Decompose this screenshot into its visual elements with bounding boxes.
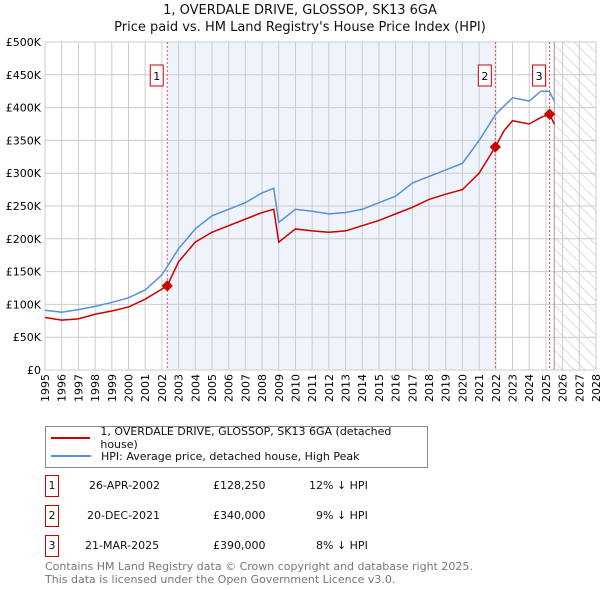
sale-price: £128,250 bbox=[213, 479, 266, 492]
table-row: 3 21-MAR-2025 £390,000 8% ↓ HPI bbox=[45, 535, 445, 557]
x-tick-label: 2022 bbox=[490, 374, 503, 402]
sale-marker-label: 2 bbox=[481, 70, 488, 83]
x-tick-label: 2015 bbox=[373, 374, 386, 402]
legend-label-property: 1, OVERDALE DRIVE, GLOSSOP, SK13 6GA (de… bbox=[100, 425, 392, 451]
x-tick-label: 2019 bbox=[440, 374, 453, 402]
x-tick-label: 2002 bbox=[156, 374, 169, 402]
x-tick-label: 2018 bbox=[423, 374, 436, 402]
x-tick-label: 2021 bbox=[473, 374, 486, 402]
chart-title: 1, OVERDALE DRIVE, GLOSSOP, SK13 6GA bbox=[163, 3, 437, 18]
x-tick-label: 2001 bbox=[139, 374, 152, 402]
x-tick-label: 1995 bbox=[39, 374, 52, 402]
legend-swatch-property bbox=[51, 437, 91, 439]
sale-marker-box bbox=[149, 64, 164, 87]
sale-marker-box bbox=[477, 64, 492, 87]
x-tick-label: 2014 bbox=[356, 374, 369, 402]
hpi-diff: 9% ↓ HPI bbox=[316, 509, 368, 522]
x-tick-label: 1998 bbox=[89, 374, 102, 402]
y-tick-label: £250K bbox=[6, 200, 42, 213]
sale-price: £340,000 bbox=[213, 509, 266, 522]
hpi-diff: 8% ↓ HPI bbox=[316, 539, 368, 552]
x-tick-label: 2008 bbox=[256, 374, 269, 402]
footer-licence: This data is licensed under the Open Gov… bbox=[45, 573, 396, 586]
sale-point bbox=[489, 141, 501, 153]
sale-marker-label: 1 bbox=[153, 70, 160, 83]
hpi-diff: 12% ↓ HPI bbox=[309, 479, 368, 492]
table-row: 2 20-DEC-2021 £340,000 9% ↓ HPI bbox=[45, 505, 445, 527]
marker-label: 1 bbox=[45, 475, 59, 497]
x-tick-label: 2000 bbox=[122, 374, 135, 402]
footer-copyright: Contains HM Land Registry data © Crown c… bbox=[45, 560, 473, 573]
x-tick-label: 2005 bbox=[206, 374, 219, 402]
sale-marker-label: 3 bbox=[536, 70, 543, 83]
x-tick-label: 2009 bbox=[273, 374, 286, 402]
x-tick-label: 2012 bbox=[323, 374, 336, 402]
sale-date: 20-DEC-2021 bbox=[87, 509, 161, 522]
sale-marker-box bbox=[532, 64, 547, 87]
series-line-property bbox=[44, 113, 555, 321]
y-tick-label: £500K bbox=[6, 36, 42, 49]
x-tick-label: 2011 bbox=[306, 374, 319, 402]
legend: 1, OVERDALE DRIVE, GLOSSOP, SK13 6GA (de… bbox=[45, 425, 428, 468]
sale-date: 21-MAR-2025 bbox=[85, 539, 160, 552]
x-tick-label: 2003 bbox=[173, 374, 186, 402]
x-tick-label: 2027 bbox=[573, 374, 586, 402]
y-tick-label: £450K bbox=[6, 69, 42, 82]
legend-swatch-hpi bbox=[51, 455, 91, 457]
table-row: 1 26-APR-2002 £128,250 12% ↓ HPI bbox=[45, 475, 445, 497]
x-tick-label: 2016 bbox=[390, 374, 403, 402]
y-tick-label: £0 bbox=[27, 364, 41, 377]
x-tick-label: 1997 bbox=[72, 374, 85, 402]
y-tick-label: £400K bbox=[6, 102, 42, 115]
marker-label: 3 bbox=[45, 535, 59, 557]
marker-label: 2 bbox=[45, 505, 59, 527]
chart-subtitle: Price paid vs. HM Land Registry's House … bbox=[114, 20, 486, 35]
x-tick-label: 1996 bbox=[56, 374, 69, 402]
x-tick-label: 2004 bbox=[189, 374, 202, 402]
x-tick-label: 2010 bbox=[289, 374, 302, 402]
sale-price: £390,000 bbox=[213, 539, 266, 552]
legend-label-hpi: HPI: Average price, detached house, High… bbox=[101, 449, 360, 463]
x-tick-label: 1999 bbox=[106, 374, 119, 402]
sale-date: 26-APR-2002 bbox=[89, 479, 161, 492]
y-tick-label: £100K bbox=[6, 298, 42, 311]
x-tick-label: 2007 bbox=[239, 374, 252, 402]
x-tick-label: 2017 bbox=[406, 374, 419, 402]
price-chart: 1995 1996 1997 1998 1999 2000 2001 2002 2003 2004… bbox=[6, 36, 600, 402]
y-tick-label: £150K bbox=[6, 266, 42, 279]
x-tick-label: 2023 bbox=[507, 374, 520, 402]
x-tick-label: 2020 bbox=[456, 374, 469, 402]
y-tick-label: £200K bbox=[6, 233, 42, 246]
x-tick-label: 2013 bbox=[340, 374, 353, 402]
x-tick-label: 2026 bbox=[557, 374, 570, 402]
y-tick-label: £50K bbox=[13, 331, 42, 344]
x-tick-label: 2028 bbox=[590, 374, 600, 402]
x-tick-label: 2024 bbox=[523, 374, 536, 402]
y-tick-label: £300K bbox=[6, 167, 42, 180]
sale-point bbox=[161, 280, 173, 292]
series-line-hpi bbox=[44, 90, 555, 314]
x-tick-label: 2006 bbox=[223, 374, 236, 402]
x-tick-label: 2025 bbox=[540, 374, 553, 402]
y-tick-label: £350K bbox=[6, 134, 42, 147]
